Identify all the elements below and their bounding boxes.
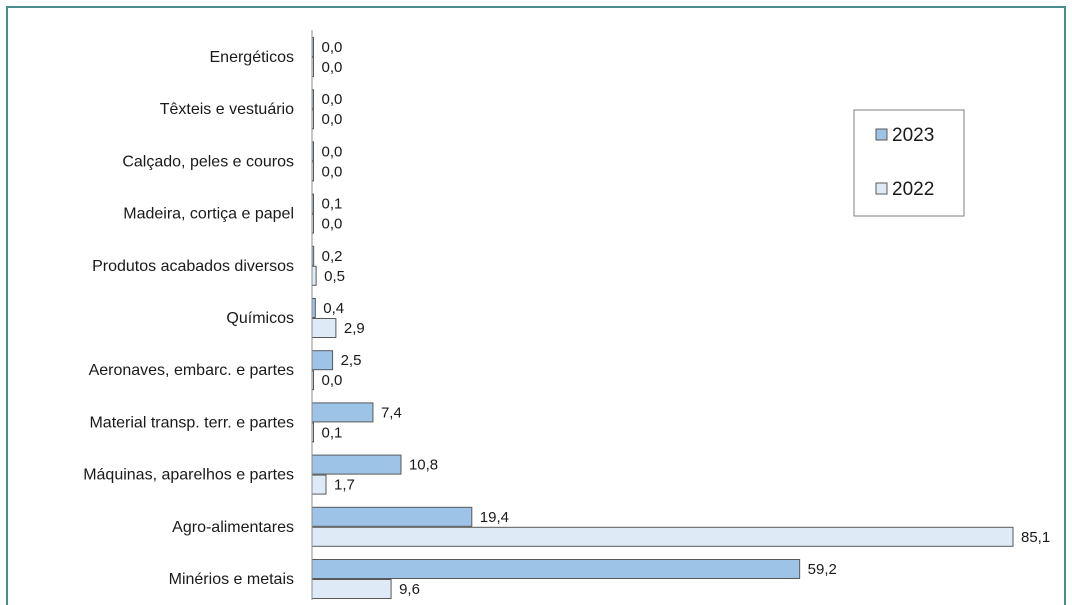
value-label-2023-1: 0,0 (322, 91, 343, 108)
value-label-2022-4: 0,5 (324, 268, 345, 285)
bar-2022-5 (311, 318, 337, 338)
value-label-2022-9: 85,1 (1021, 529, 1050, 546)
bar-2023-6 (311, 350, 334, 371)
value-label-2022-7: 0,1 (322, 424, 343, 441)
value-label-2023-0: 0,0 (322, 39, 343, 56)
value-label-2022-1: 0,0 (322, 111, 343, 128)
value-label-2023-9: 19,4 (480, 509, 509, 526)
legend-label-2023: 2023 (892, 125, 934, 146)
value-label-2023-6: 2,5 (341, 352, 362, 369)
value-label-2023-8: 10,8 (409, 457, 438, 474)
bar-2022-8 (311, 474, 327, 495)
value-label-2023-7: 7,4 (381, 404, 402, 421)
category-label-10: Minérios e metais (169, 571, 294, 588)
value-label-2022-2: 0,0 (322, 163, 343, 180)
bar-2023-9 (311, 506, 473, 527)
category-label-1: Têxteis e vestuário (160, 101, 294, 118)
category-label-9: Agro-alimentares (172, 519, 294, 536)
legend-swatch-2023 (875, 128, 888, 141)
category-label-8: Máquinas, aparelhos e partes (83, 467, 294, 484)
category-label-4: Produtos acabados diversos (92, 258, 294, 275)
legend-frame (853, 109, 965, 217)
value-label-2022-6: 0,0 (322, 372, 343, 389)
value-label-2023-2: 0,0 (322, 143, 343, 160)
category-label-3: Madeira, cortiça e papel (123, 206, 294, 223)
legend-label-2022: 2022 (892, 179, 934, 200)
bar-2023-8 (311, 454, 402, 475)
category-label-0: Energéticos (210, 49, 295, 66)
value-label-2023-3: 0,1 (322, 196, 343, 213)
legend: 2023 2022 (853, 109, 965, 217)
value-label-2023-10: 59,2 (808, 561, 837, 578)
bar-2023-7 (311, 402, 374, 423)
chart-frame (6, 6, 1066, 605)
legend-items: 2023 2022 (875, 125, 934, 200)
bar-2023-10 (311, 559, 801, 579)
category-label-7: Material transp. terr. e partes (89, 414, 294, 431)
bar-2022-10 (311, 579, 392, 599)
category-label-5: Químicos (226, 310, 294, 327)
bar-2022-4 (311, 265, 317, 286)
value-label-2022-8: 1,7 (334, 477, 355, 494)
bar-2022-9 (311, 526, 1014, 547)
category-label-6: Aeronaves, embarc. e partes (89, 362, 294, 379)
value-label-2022-5: 2,9 (344, 320, 365, 337)
category-label-2: Calçado, peles e couros (122, 153, 294, 170)
value-label-2022-3: 0,0 (322, 216, 343, 233)
value-label-2023-4: 0,2 (322, 248, 343, 265)
labels-layer: Energéticos 0,0 0,0 Têxteis e vestuário 0,0 0… (83, 39, 1050, 598)
legend-swatch-2022 (875, 182, 888, 195)
value-label-2022-10: 9,6 (399, 581, 420, 598)
value-label-2023-5: 0,4 (323, 300, 344, 317)
value-label-2022-0: 0,0 (322, 59, 343, 76)
bars-layer (311, 37, 1014, 599)
